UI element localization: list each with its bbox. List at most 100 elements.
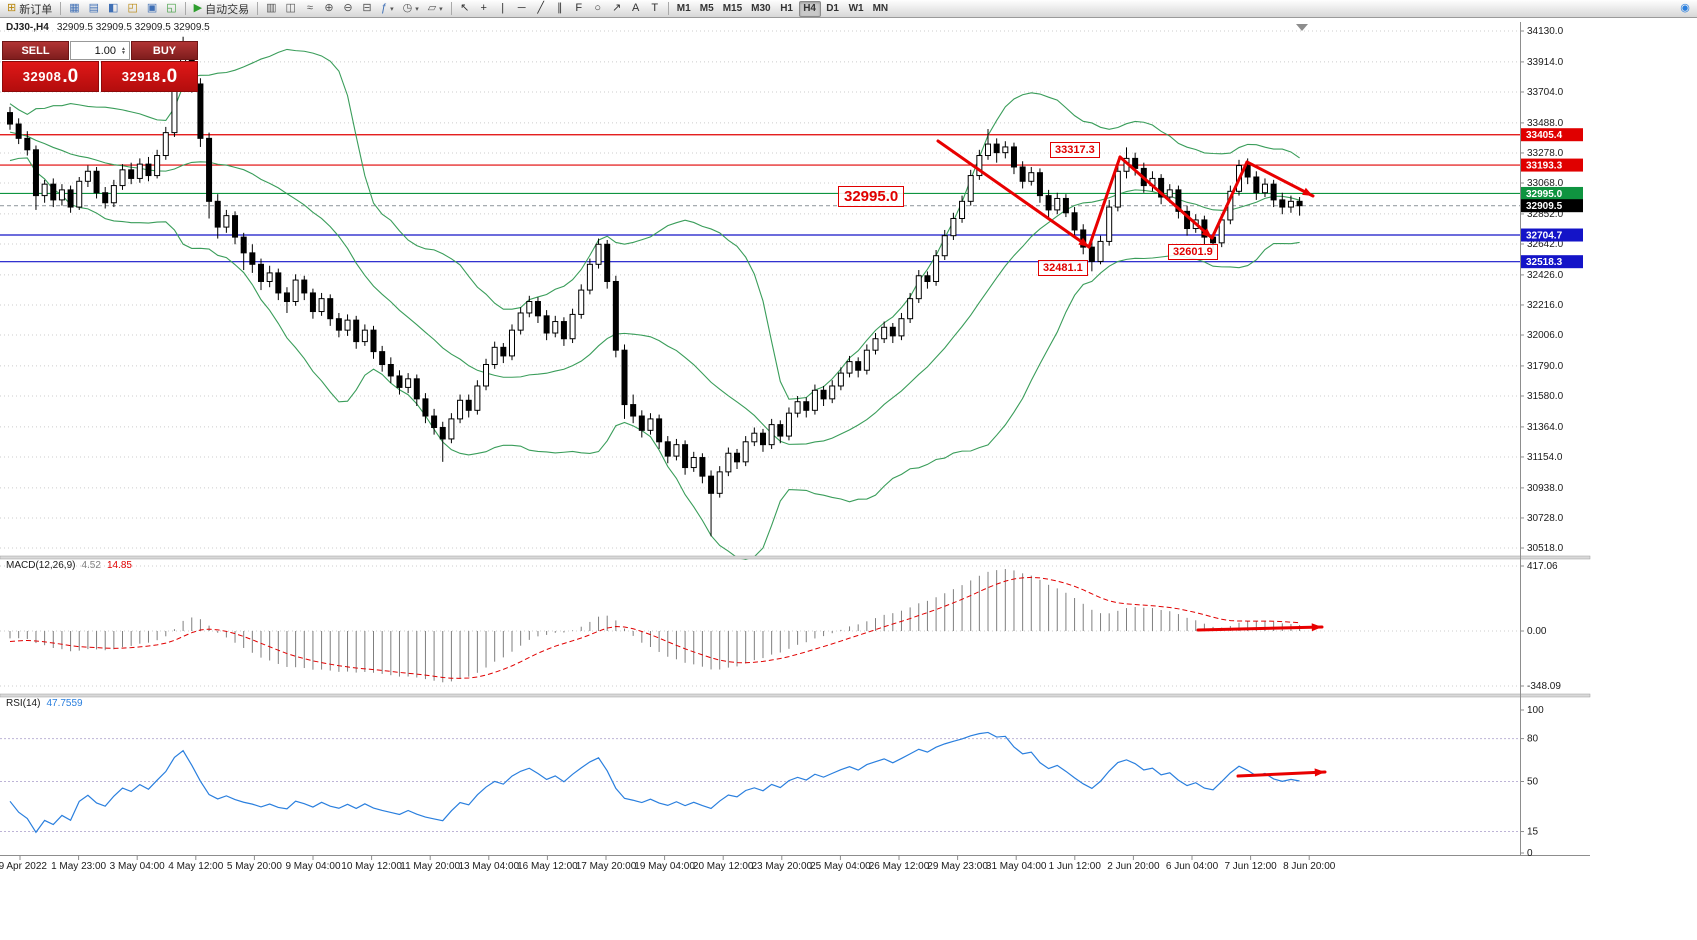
zoom-in-button[interactable]: ⊕ [320,1,338,17]
text-button[interactable]: A [627,1,645,17]
svg-text:32518.3: 32518.3 [1526,257,1563,268]
bar-chart-button[interactable]: ▥ [262,1,280,17]
buy-price-dec: .0 [161,66,178,87]
rsi-line [9,731,1300,834]
data-window-icon[interactable]: ◧ [104,1,122,17]
svg-text:33914.0: 33914.0 [1527,57,1564,68]
panel-separator[interactable] [0,555,1591,560]
timeframe-w1-button[interactable]: W1 [848,3,864,14]
community-icon: ◉ [1680,2,1690,14]
timeframe-m30-button[interactable]: M30 [751,3,771,14]
sell-button[interactable]: SELL [2,41,69,60]
label-button[interactable]: T [646,1,664,17]
svg-text:20 May 12:00: 20 May 12:00 [693,861,754,872]
svg-text:33193.3: 33193.3 [1526,161,1563,172]
autotrading-button[interactable]: ▶ 自动交易 [190,1,253,17]
time-axis[interactable]: 29 Apr 2022 1 May 23:00 3 May 04:004 May 1… [0,856,1336,872]
svg-text:31790.0: 31790.0 [1527,361,1564,372]
line-chart-button[interactable]: ≈ [301,1,319,17]
tile-windows-button[interactable]: ⊟ [358,1,376,17]
svg-text:5 May 20:00: 5 May 20:00 [227,861,282,872]
svg-text:32006.0: 32006.0 [1527,330,1564,341]
zoom-out-icon: ⊖ [343,2,353,14]
timeframe-m1-button[interactable]: M1 [676,3,691,14]
channel-button[interactable]: ∥ [551,1,569,17]
charts-icon[interactable]: ▦ [65,1,83,17]
fibonacci-button[interactable]: F [570,1,588,17]
rsi-grid [0,738,1520,833]
price-axis[interactable]: 34130.0 33914.0 33704.0 33488.0 33278.0 33068… [1520,22,1583,855]
shapes-button[interactable]: ○ [589,1,607,17]
bollinger-lower-band [9,157,1300,561]
zoom-in-icon: ⊕ [324,2,334,14]
new-order-button[interactable]: ⊞ 新订单 [3,1,56,17]
svg-text:31580.0: 31580.0 [1527,391,1564,402]
zoom-out-button[interactable]: ⊖ [339,1,357,17]
indicators-button[interactable]: ƒ ▾ [377,1,398,17]
navigator-icon[interactable]: ◰ [123,1,141,17]
horizontal-line-button[interactable]: ─ [513,1,531,17]
volume-up-icon[interactable]: ▲ [121,45,126,52]
svg-text:2 Jun 20:00: 2 Jun 20:00 [1107,861,1160,872]
svg-text:50: 50 [1527,777,1539,788]
svg-text:32909.5: 32909.5 [1526,201,1563,212]
toolbar-separator [257,2,259,15]
timeframe-d1-button[interactable]: D1 [826,3,839,14]
svg-text:33068.0: 33068.0 [1527,178,1564,189]
strategy-tester-icon[interactable]: ◱ [162,1,180,17]
price-annotation-32481.1[interactable]: 32481.1 [1038,260,1088,276]
macd-signal-line [9,576,1300,679]
chevron-down-icon: ▾ [439,5,443,13]
level-lines[interactable] [0,134,1520,263]
community-icon[interactable]: ◉ [1676,1,1694,17]
svg-text:23 May 20:00: 23 May 20:00 [751,861,812,872]
rsi-name: RSI(14) [6,698,41,709]
timeframe-m15-button[interactable]: M15 [722,3,743,14]
timeframe-h1-button[interactable]: H1 [780,3,793,14]
vertical-line-button[interactable]: | [494,1,512,17]
periods-button[interactable]: ◷ ▾ [399,1,423,17]
price-annotation-32601.9[interactable]: 32601.9 [1168,244,1218,260]
volume-field[interactable]: 1.00 ▲ ▼ [70,41,130,60]
buy-price[interactable]: 32918 .0 [101,61,198,92]
svg-text:33704.0: 33704.0 [1527,87,1564,98]
volume-down-icon[interactable]: ▼ [121,49,126,56]
market-watch-icon[interactable]: ▤ [85,1,103,17]
price-annotation-32995.0[interactable]: 32995.0 [838,186,905,207]
macd-value: 4.52 [81,560,101,571]
timeframe-m5-button[interactable]: M5 [699,3,714,14]
chevron-down-icon: ▾ [390,5,394,13]
macd-axis[interactable]: 417.06 0.00 -348.09 [1520,561,1561,692]
new-order-icon: ⊞ [7,2,17,14]
text-icon: A [632,2,640,14]
terminal-icon[interactable]: ▣ [143,1,161,17]
price-annotation-33317.3[interactable]: 33317.3 [1050,142,1100,158]
svg-text:6 Jun 04:00: 6 Jun 04:00 [1166,861,1219,872]
templates-button[interactable]: ▱ ▾ [424,1,447,17]
svg-text:9 May 04:00: 9 May 04:00 [285,861,340,872]
chart-shift-marker[interactable] [1296,24,1308,31]
timeframe-mn-button[interactable]: MN [872,3,889,14]
svg-text:1 May 23:00: 1 May 23:00 [51,861,106,872]
buy-button[interactable]: BUY [131,41,198,60]
trend-arrows[interactable] [936,139,1327,778]
panel-separator[interactable] [0,693,1591,698]
trendline-icon: ╱ [537,2,544,14]
candlestick-chart-button[interactable]: ◫ [282,1,300,17]
cursor-button[interactable]: ↖ [456,1,474,17]
crosshair-button[interactable]: + [475,1,493,17]
market-watch-icon: ▤ [88,2,100,14]
svg-text:1 Jun 12:00: 1 Jun 12:00 [1049,861,1102,872]
svg-text:0: 0 [1527,848,1533,859]
rsi-axis[interactable]: 100 80 50 15 0 [1520,705,1544,859]
trendline-button[interactable]: ╱ [532,1,550,17]
buy-price-int: 32918 [121,69,161,84]
timeframe-h4-button[interactable]: H4 [798,0,821,17]
arrow-tool-button[interactable]: ↗ [608,1,626,17]
svg-text:11 May 20:00: 11 May 20:00 [400,861,460,872]
svg-text:29 May 23:00: 29 May 23:00 [927,861,988,872]
sell-price[interactable]: 32908 .0 [2,61,99,92]
line-chart-icon: ≈ [306,2,313,14]
templates-icon: ▱ [427,2,437,14]
